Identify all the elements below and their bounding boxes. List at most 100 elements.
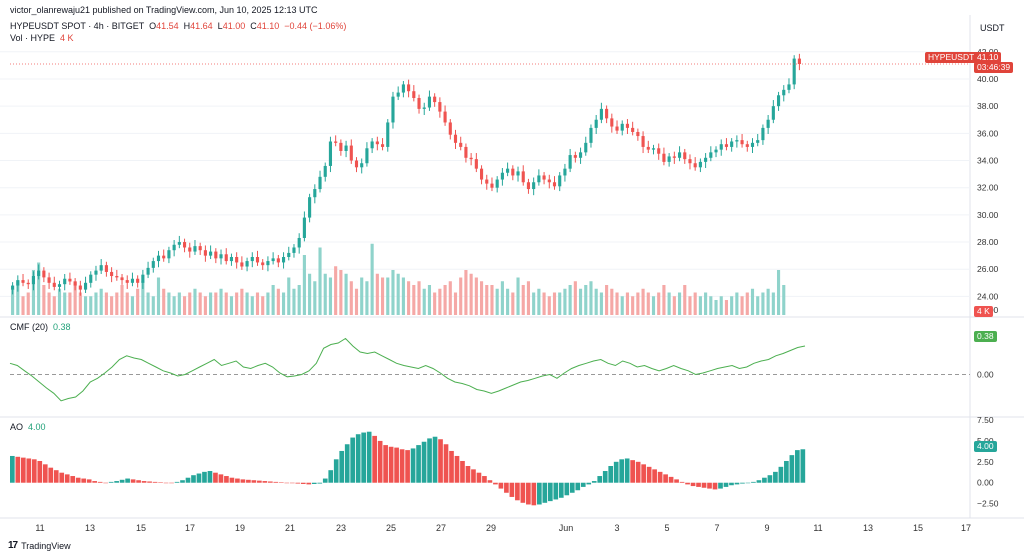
ao-bar [59,472,65,483]
volume-bar [766,288,770,315]
volume-bar [125,292,129,315]
ao-bar [630,460,635,483]
candle-body [422,107,426,109]
volume-bar [740,296,744,315]
volume-value: 4 K [60,33,74,43]
ao-tick-label: 7.50 [977,415,994,425]
volume-bar [646,292,650,315]
ao-bar [251,480,257,483]
x-tick-label: 15 [913,523,923,533]
candle-body [672,156,676,158]
volume-bar [63,292,67,315]
volume-bar [511,292,515,315]
candle-body [365,148,369,164]
volume-bar [193,288,197,315]
volume-bar [328,277,333,315]
ao-bar [591,481,597,483]
ao-bar [213,472,218,483]
open-value: 41.54 [156,21,179,31]
candle-body [308,197,312,218]
ao-bar [537,482,542,505]
ao-bar [174,481,180,483]
volume-bar [657,292,661,315]
candle-body [438,102,442,112]
volume-bar [584,285,588,315]
volume-bar [698,296,702,315]
ao-bar [701,482,707,488]
ao-bar [740,482,745,484]
ao-bar [663,474,668,483]
ao-bar [476,472,482,483]
candle-body [99,265,103,271]
candle-body [255,257,260,263]
candle-body [714,149,718,153]
ao-bar [515,482,520,501]
volume-bar [693,292,697,315]
volume-bar [47,292,51,315]
ao-bar [136,480,141,483]
ao-bar [361,432,367,483]
volume-bar [672,296,676,315]
low-label: L [217,21,223,31]
ao-bar [152,481,158,483]
ao-bar [394,447,399,483]
volume-bar [516,277,520,315]
volume-bar [68,292,72,315]
volume-bar [683,285,687,315]
volume-bar [427,285,432,315]
volume-bar [21,296,25,315]
tradingview-logo-icon: 17 [8,540,18,551]
price-tick-label: 40.00 [977,74,999,84]
volume-bar [615,292,619,315]
ao-bar [729,482,734,486]
candle-body [677,152,682,158]
volume-bar [771,292,775,315]
ao-bar [246,479,251,483]
cmf-line [9,337,806,402]
candle-body [427,96,432,108]
volume-bar [26,292,30,315]
x-tick-label: 19 [235,523,245,533]
volume-bar [99,288,103,315]
volume-bar [735,292,739,315]
candle-body [547,179,551,183]
ao-bar [240,479,246,483]
ao-bar [64,474,70,483]
x-tick-label: 3 [614,523,619,533]
x-tick-label: 9 [764,523,769,533]
ao-bar [767,475,773,483]
candle-body [490,183,494,188]
volume-bar [563,288,567,315]
candle-body [193,246,197,252]
ao-legend: AO 4.00 [10,422,46,432]
volume-bar [443,285,447,315]
candle-body [464,146,468,158]
ao-bar [504,482,509,493]
volume-bar [625,292,630,315]
candle-body [573,155,577,158]
volume-bar [318,247,322,315]
candle-body [240,262,244,267]
price-tick-label: 28.00 [977,237,999,247]
ao-bar [410,448,416,483]
candle-body [276,258,280,263]
ao-bar [734,482,740,485]
volume-bar [292,288,296,315]
candle-body [318,176,322,190]
ao-bar [372,435,377,483]
candle-body [745,144,749,147]
ao-bar [48,467,54,483]
volume-bar [479,281,484,315]
volume-bar [724,300,729,315]
candle-body [662,153,666,162]
volume-bar [594,288,598,315]
candle-body [16,280,20,286]
ao-bar [558,482,564,498]
volume-bar [761,292,765,315]
tradingview-logo[interactable]: 17 TradingView [8,540,71,551]
volume-bar [776,270,781,315]
ao-bar [289,482,295,484]
ao-bar [103,482,108,484]
candle-body [297,237,301,248]
